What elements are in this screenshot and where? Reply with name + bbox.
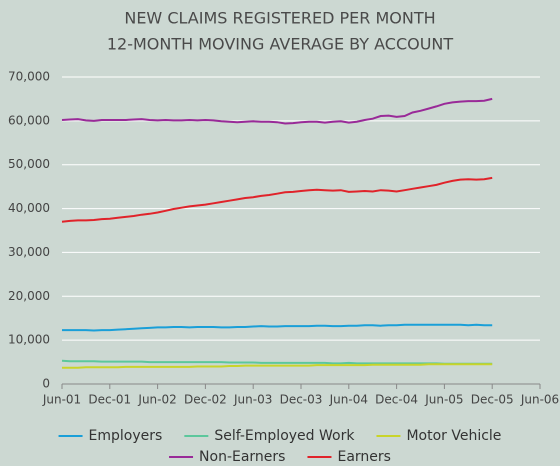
series-line xyxy=(62,323,493,332)
legend-label: Employers xyxy=(89,428,163,444)
x-tick-label: Jun-03 xyxy=(233,393,272,407)
x-tick-label: Dec-01 xyxy=(88,393,131,407)
x-tick-label: Dec-04 xyxy=(375,393,418,407)
y-tick-label: 50,000 xyxy=(8,157,50,171)
y-tick-label: 10,000 xyxy=(8,333,50,347)
legend-label: Self-Employed Work xyxy=(214,428,355,444)
series-line xyxy=(61,176,493,223)
y-tick-label: 40,000 xyxy=(8,201,50,215)
x-tick-label: Dec-05 xyxy=(471,393,514,407)
y-tick-label: 70,000 xyxy=(8,70,50,84)
x-tick-label: Jun-06 xyxy=(520,393,559,407)
x-tick-label: Jun-01 xyxy=(42,393,81,407)
x-tick-label: Jun-04 xyxy=(329,393,368,407)
x-tick-label: Jun-02 xyxy=(137,393,176,407)
legend-label: Earners xyxy=(337,449,390,465)
legend-label: Motor Vehicle xyxy=(406,428,501,444)
chart-subtitle: 12-MONTH MOVING AVERAGE BY ACCOUNT xyxy=(107,35,454,54)
y-tick-label: 30,000 xyxy=(8,245,50,259)
y-tick-label: 60,000 xyxy=(8,113,50,127)
series-line xyxy=(61,97,493,125)
series-line xyxy=(61,359,493,365)
x-tick-label: Dec-02 xyxy=(184,393,227,407)
x-tick-label: Jun-05 xyxy=(424,393,463,407)
series-line xyxy=(62,363,493,369)
x-tick-label: Dec-03 xyxy=(280,393,323,407)
y-tick-label: 0 xyxy=(42,377,50,391)
chart-title: NEW CLAIMS REGISTERED PER MONTH xyxy=(124,9,435,28)
legend-label: Non-Earners xyxy=(199,449,285,465)
y-tick-label: 20,000 xyxy=(8,289,50,303)
